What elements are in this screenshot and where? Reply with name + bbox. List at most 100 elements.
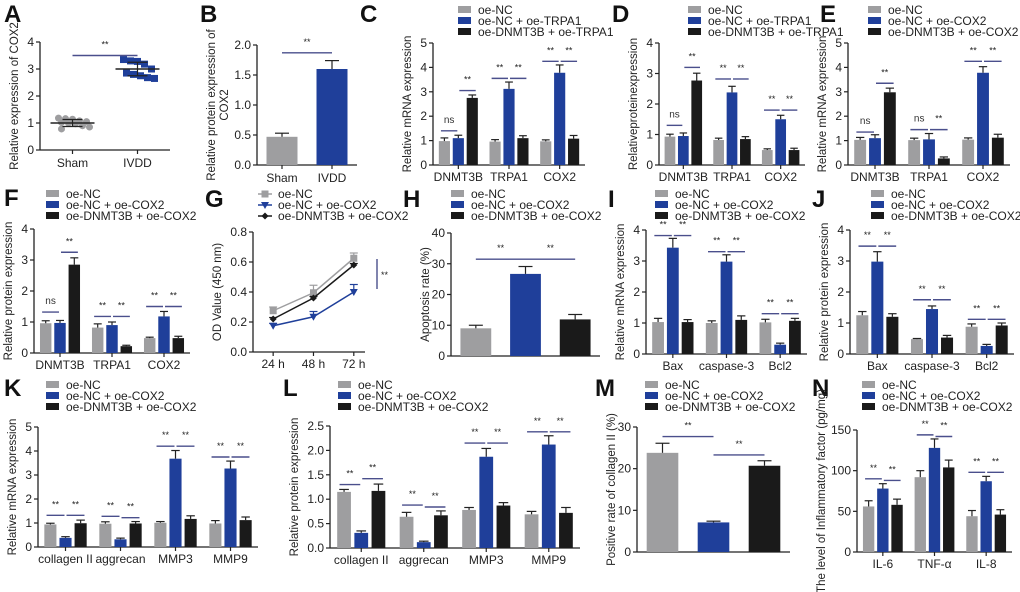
y-tick-label: 1.5 xyxy=(307,468,324,482)
significance-label: ** xyxy=(786,298,794,308)
y-tick-label: 4 xyxy=(837,223,844,237)
y-tick-label: 2 xyxy=(633,285,640,299)
y-tick-label: 0.6 xyxy=(230,255,247,269)
significance-label: ** xyxy=(369,463,377,473)
y-tick-label: 0.5 xyxy=(234,128,251,142)
significance-label: ** xyxy=(973,456,981,466)
significance-label: ** xyxy=(989,45,997,55)
bar xyxy=(416,542,431,548)
x-tick-label: Bax xyxy=(662,359,683,373)
bar xyxy=(517,138,529,165)
bar xyxy=(496,505,511,548)
y-tick-label: 4 xyxy=(27,35,34,49)
x-tick-label: TRPA1 xyxy=(490,170,528,184)
panel-letter: L xyxy=(283,375,298,402)
bar xyxy=(239,520,252,547)
x-tick-label: IVDD xyxy=(123,156,152,170)
bar xyxy=(503,88,515,165)
x-tick-label: TRPA1 xyxy=(93,358,131,372)
bar xyxy=(937,158,950,165)
y-tick-label: 150 xyxy=(831,423,851,437)
bar xyxy=(980,481,992,552)
bar xyxy=(559,512,573,548)
y-axis-title: Positive rate of collagen II (%) xyxy=(606,413,618,566)
bar xyxy=(39,323,52,353)
bar xyxy=(169,458,182,547)
bar xyxy=(854,139,867,165)
y-tick-label: 3 xyxy=(25,468,32,482)
data-point xyxy=(350,261,358,269)
legend-swatch xyxy=(655,190,668,197)
panel-d: D 0 1 2 3 4 Relativeproteinexpression DNMT3B TRP… xyxy=(612,1,844,184)
bar xyxy=(44,524,57,547)
y-tick-label: 1.0 xyxy=(307,492,324,506)
legend-label: oe-NC xyxy=(708,3,743,17)
y-tick-label: 2 xyxy=(420,109,427,123)
legend-swatch xyxy=(871,190,884,197)
bar xyxy=(761,150,773,165)
y-tick-label: 5 xyxy=(835,36,842,50)
x-tick-label: Sham xyxy=(266,171,297,185)
bar xyxy=(871,261,884,354)
significance-label: ** xyxy=(689,51,697,61)
x-tick-label: DNMT3B xyxy=(850,170,899,184)
y-tick-label: 1 xyxy=(646,128,653,142)
legend-label: oe-NC + oe-COX2 xyxy=(66,198,165,212)
significance-label: ** xyxy=(303,37,311,47)
x-tick-label: COX2 xyxy=(148,358,181,372)
significance-label: ** xyxy=(182,430,190,440)
y-tick-label: 1 xyxy=(21,315,28,329)
bar xyxy=(774,344,787,354)
legend-swatch xyxy=(871,212,884,219)
legend-swatch xyxy=(871,201,884,208)
x-tick-label: collagen II xyxy=(38,552,93,566)
significance-label: ns xyxy=(444,115,455,126)
bar xyxy=(172,338,185,353)
bar xyxy=(438,141,450,165)
x-tick-label: IL-6 xyxy=(872,557,893,571)
significance-label: ** xyxy=(496,62,504,72)
y-tick-label: 20 xyxy=(432,288,446,302)
significance-label: ** xyxy=(107,500,115,510)
y-axis-title: Relative expression of COX2 xyxy=(9,22,21,170)
x-tick-label: MMP9 xyxy=(213,552,248,566)
bar xyxy=(224,468,237,547)
legend-label: oe-NC + oe-TRPA1 xyxy=(478,14,582,28)
panel-letter: M xyxy=(595,375,615,402)
bar xyxy=(568,138,580,165)
panel-letter: J xyxy=(812,186,825,213)
data-point xyxy=(86,123,93,131)
bar xyxy=(452,138,464,165)
panel-e: E 0 1 2 3 4 5 Relative mRNA expression DNMT3B TRP… xyxy=(817,1,1019,184)
y-tick-label: 2 xyxy=(21,284,28,298)
data-point xyxy=(123,69,130,77)
bar xyxy=(735,319,748,354)
y-axis-title: Relative protein expression xyxy=(819,223,831,362)
panel-g: G 0.0 0.2 0.4 0.6 0.8 OD Value (450 nm) 24 h 48 … xyxy=(205,186,409,371)
bar xyxy=(740,139,751,165)
significance-label: ** xyxy=(494,427,502,437)
significance-label: ** xyxy=(884,230,892,240)
bar xyxy=(371,490,386,548)
bar xyxy=(541,444,556,548)
bar xyxy=(720,261,733,354)
bar xyxy=(554,72,566,165)
significance-label: ** xyxy=(940,421,948,431)
bar xyxy=(540,141,552,165)
significance-label: ** xyxy=(768,94,776,104)
legend-swatch xyxy=(46,392,59,399)
legend-label: oe-DNMT3B + oe-COX2 xyxy=(675,209,806,223)
significance-label: ** xyxy=(881,67,889,77)
bar xyxy=(691,80,703,165)
bar xyxy=(59,537,72,547)
data-point xyxy=(127,57,134,65)
legend-label: oe-DNMT3B + oe-COX2 xyxy=(358,400,489,414)
data-point xyxy=(309,294,317,302)
legend-label: oe-NC xyxy=(675,187,710,201)
legend-label: oe-NC xyxy=(471,187,506,201)
bar xyxy=(399,516,414,548)
bar xyxy=(928,447,941,552)
y-tick-label: 0.2 xyxy=(230,315,247,329)
legend-swatch xyxy=(338,403,351,410)
